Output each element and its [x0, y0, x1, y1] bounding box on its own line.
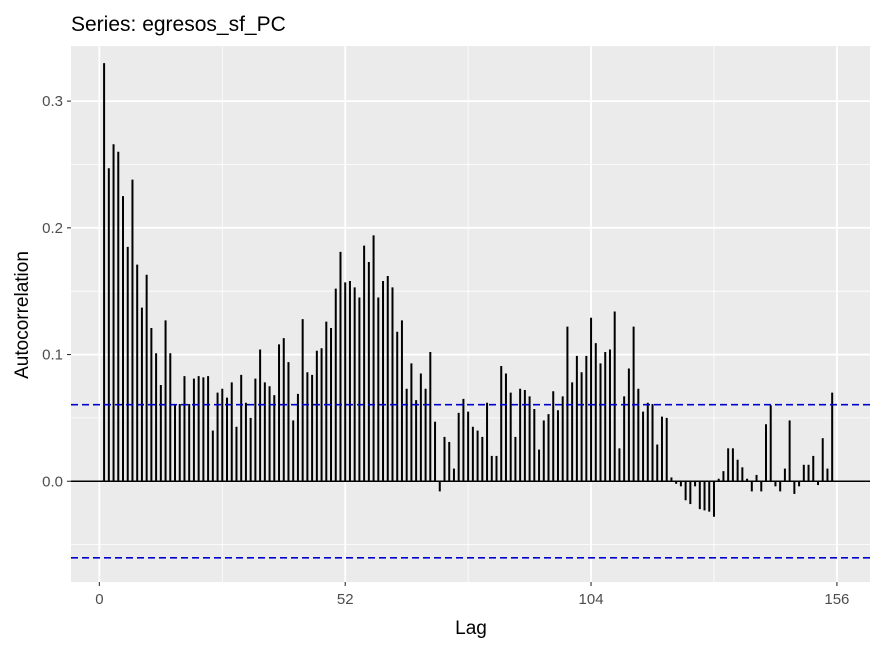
y-axis: 0.0 0.1 0.2 0.3 — [42, 93, 71, 490]
x-tick-label: 156 — [824, 591, 849, 608]
x-tick-label: 104 — [579, 591, 604, 608]
x-axis-title: Lag — [455, 618, 487, 639]
y-tick-label: 0.2 — [42, 220, 63, 237]
acf-bars — [71, 63, 870, 517]
y-tick-label: 0.1 — [42, 347, 63, 364]
y-axis-title: Autocorrelation — [12, 251, 33, 379]
x-tick-label: 52 — [337, 591, 354, 608]
y-tick-label: 0.3 — [42, 93, 63, 110]
confidence-bands — [71, 403, 870, 559]
chart-title: Series: egresos_sf_PC — [71, 13, 286, 36]
x-tick-label: 0 — [95, 591, 103, 608]
y-tick-label: 0.0 — [42, 473, 63, 490]
x-axis: 0 52 104 156 — [95, 582, 849, 608]
plot-panel — [71, 46, 870, 582]
